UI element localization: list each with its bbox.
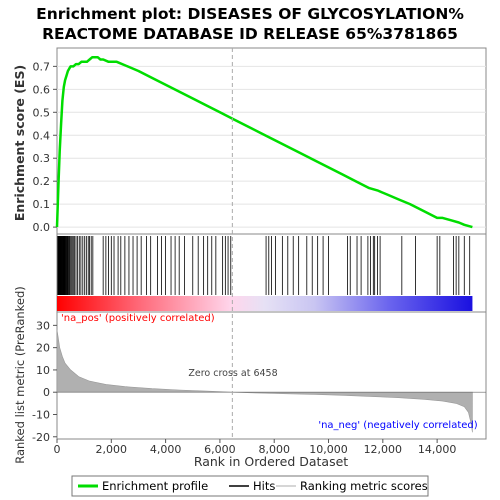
y-tick-label: 10 <box>36 364 50 377</box>
enrichment-gridlines <box>57 65 486 228</box>
y-tick-label: 30 <box>36 319 50 332</box>
y-tick-label: -20 <box>32 431 50 444</box>
y-tick-label: 0.4 <box>33 129 51 142</box>
y-tick-label: -10 <box>32 408 50 421</box>
ranking-metric-area <box>56 329 486 433</box>
enrichment-y-axis-label: Enrichment score (ES) <box>12 65 27 221</box>
legend-hits-label: Hits <box>253 479 275 493</box>
y-tick-label: 20 <box>36 342 50 355</box>
x-tick-label: 2,000 <box>96 443 128 456</box>
x-tick-label: 4,000 <box>150 443 182 456</box>
y-tick-label: 0.6 <box>33 83 51 96</box>
enrichment-panel-frame <box>56 47 487 235</box>
negative-correlation-label: 'na_neg' (negatively correlated) <box>318 420 477 431</box>
x-axis-label: Rank in Ordered Dataset <box>194 454 348 469</box>
ranked-list-color-bar <box>57 296 473 311</box>
legend-metric-label: Ranking metric scores <box>300 479 428 493</box>
hit-marks <box>57 236 471 295</box>
y-tick-label: 0.5 <box>33 106 51 119</box>
x-tick-label: 10,000 <box>309 443 348 456</box>
enrichment-y-ticks: 0.0 0.1 0.2 0.3 0.4 0.5 0.6 0.7 <box>33 60 57 234</box>
y-tick-label: 0.3 <box>33 152 51 165</box>
metric-y-axis-label: Ranked list metric (PreRanked) <box>13 286 27 464</box>
y-tick-label: 0.1 <box>33 198 51 211</box>
y-tick-label: 0.2 <box>33 175 51 188</box>
legend-enrichment-label: Enrichment profile <box>102 479 208 493</box>
chart-title-line-1: Enrichment plot: DISEASES OF GLYCOSYLATI… <box>36 5 464 23</box>
enrichment-profile-line <box>55 55 473 229</box>
y-tick-label: 0 <box>43 386 50 399</box>
y-tick-label: 0.0 <box>33 221 51 234</box>
x-tick-label: 6,000 <box>204 443 236 456</box>
metric-panel-frame <box>56 311 487 440</box>
zero-cross-annotation: Zero cross at 6458 <box>188 368 277 379</box>
legend-box <box>71 475 429 497</box>
x-tick-label: 0 <box>54 443 61 456</box>
x-tick-label: 12,000 <box>364 443 403 456</box>
positive-correlation-label: 'na_pos' (positively correlated) <box>61 313 215 324</box>
x-axis-ticks: 0 2,000 4,000 6,000 8,000 10,000 12,000 14,000 <box>54 439 457 456</box>
chart-title-line-2: REACTOME DATABASE ID RELEASE 65%3781865 <box>42 25 458 43</box>
x-tick-label: 14,000 <box>418 443 457 456</box>
ranking-metric-fill <box>56 329 473 433</box>
enrichment-profile <box>55 55 473 229</box>
metric-y-ticks: -20 -10 0 10 20 30 <box>32 319 57 444</box>
x-tick-label: 8,000 <box>258 443 290 456</box>
y-tick-label: 0.7 <box>33 60 51 73</box>
